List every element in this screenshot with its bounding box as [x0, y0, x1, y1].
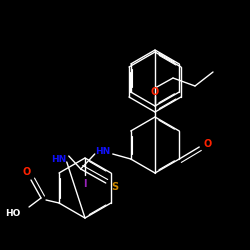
Text: S: S: [111, 182, 118, 192]
Text: HN: HN: [95, 146, 110, 156]
Text: O: O: [23, 167, 31, 177]
Text: HO: HO: [5, 210, 21, 218]
Text: I: I: [83, 179, 87, 189]
Text: O: O: [151, 87, 159, 97]
Text: HN: HN: [51, 154, 66, 164]
Text: O: O: [203, 139, 211, 149]
